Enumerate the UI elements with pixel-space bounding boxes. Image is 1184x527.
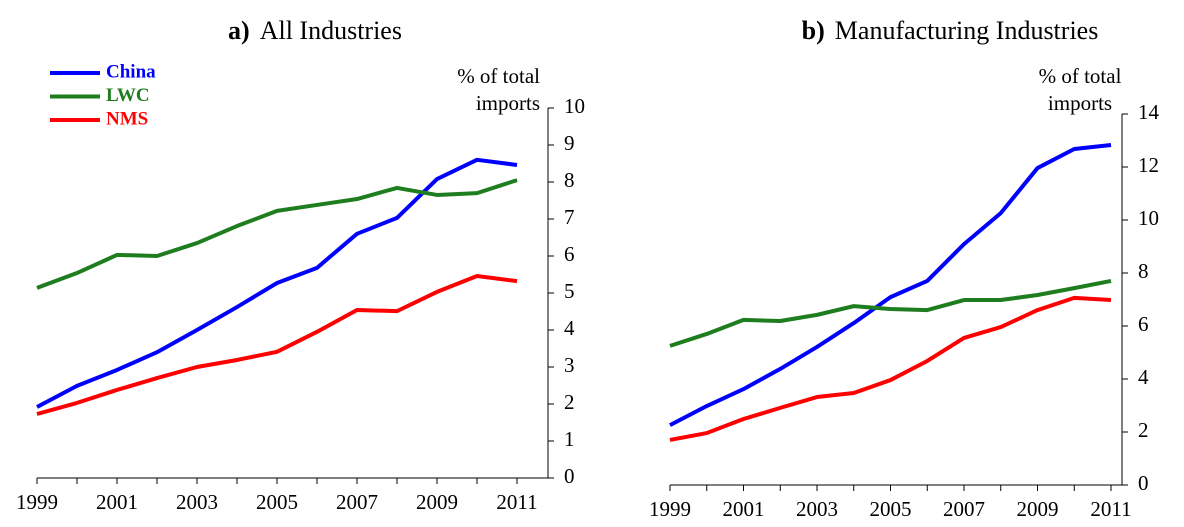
x-tick-label: 2003 <box>796 497 838 521</box>
y-tick-label: 6 <box>1138 312 1149 336</box>
x-tick-label: 1999 <box>16 490 58 514</box>
y-tick-label: 2 <box>1138 418 1149 442</box>
x-tick-label: 1999 <box>649 497 691 521</box>
x-tick-label: 2009 <box>416 490 458 514</box>
y-tick-label: 7 <box>564 205 575 229</box>
series-line <box>669 295 1112 442</box>
panel-label: a) <box>228 16 250 45</box>
chart-title: All Industries <box>260 16 402 45</box>
y-axis-label: % of total imports <box>1038 64 1122 115</box>
y-tick-label: 14 <box>1138 100 1160 124</box>
x-tick-label: 2007 <box>336 490 378 514</box>
y-tick-label: 12 <box>1138 153 1159 177</box>
legend-label: LWC <box>106 85 150 106</box>
chart-title-group: b) Manufacturing Industries <box>802 16 1099 45</box>
y-tick-label: 0 <box>564 464 575 488</box>
legend-label: NMS <box>106 108 148 129</box>
y-tick-label: 4 <box>564 316 575 340</box>
x-tick-label: 2009 <box>1017 497 1059 521</box>
y-tick-label: 10 <box>1138 206 1159 230</box>
y-tick-label: 5 <box>564 279 575 303</box>
legend-label: China <box>106 61 156 82</box>
y-tick-label: 0 <box>1138 471 1149 495</box>
series-line <box>669 143 1112 427</box>
y-tick-label: 4 <box>1138 365 1149 389</box>
series-line <box>36 157 518 409</box>
x-tick-label: 2007 <box>943 497 985 521</box>
x-tick-label: 2001 <box>723 497 765 521</box>
x-tick-label: 2005 <box>256 490 298 514</box>
x-tick-label: 2011 <box>496 490 537 514</box>
series-line <box>669 278 1112 348</box>
y-axis-label: % of total imports <box>457 64 540 115</box>
series-line <box>36 273 518 416</box>
chart-title-group: a) All Industries <box>228 16 402 45</box>
x-tick-label: 2001 <box>96 490 138 514</box>
series-line <box>36 178 518 290</box>
panel-label: b) <box>802 16 825 45</box>
x-tick-label: 2011 <box>1090 497 1131 521</box>
y-tick-label: 8 <box>1138 259 1149 283</box>
y-tick-label: 10 <box>564 94 585 118</box>
y-tick-label: 3 <box>564 353 575 377</box>
y-tick-label: 2 <box>564 390 575 414</box>
x-tick-label: 2003 <box>176 490 218 514</box>
chart-title: Manufacturing Industries <box>835 16 1099 45</box>
y-tick-label: 9 <box>564 131 575 155</box>
x-tick-label: 2005 <box>870 497 912 521</box>
y-tick-label: 6 <box>564 242 575 266</box>
y-tick-label: 1 <box>564 427 575 451</box>
y-tick-label: 8 <box>564 168 575 192</box>
